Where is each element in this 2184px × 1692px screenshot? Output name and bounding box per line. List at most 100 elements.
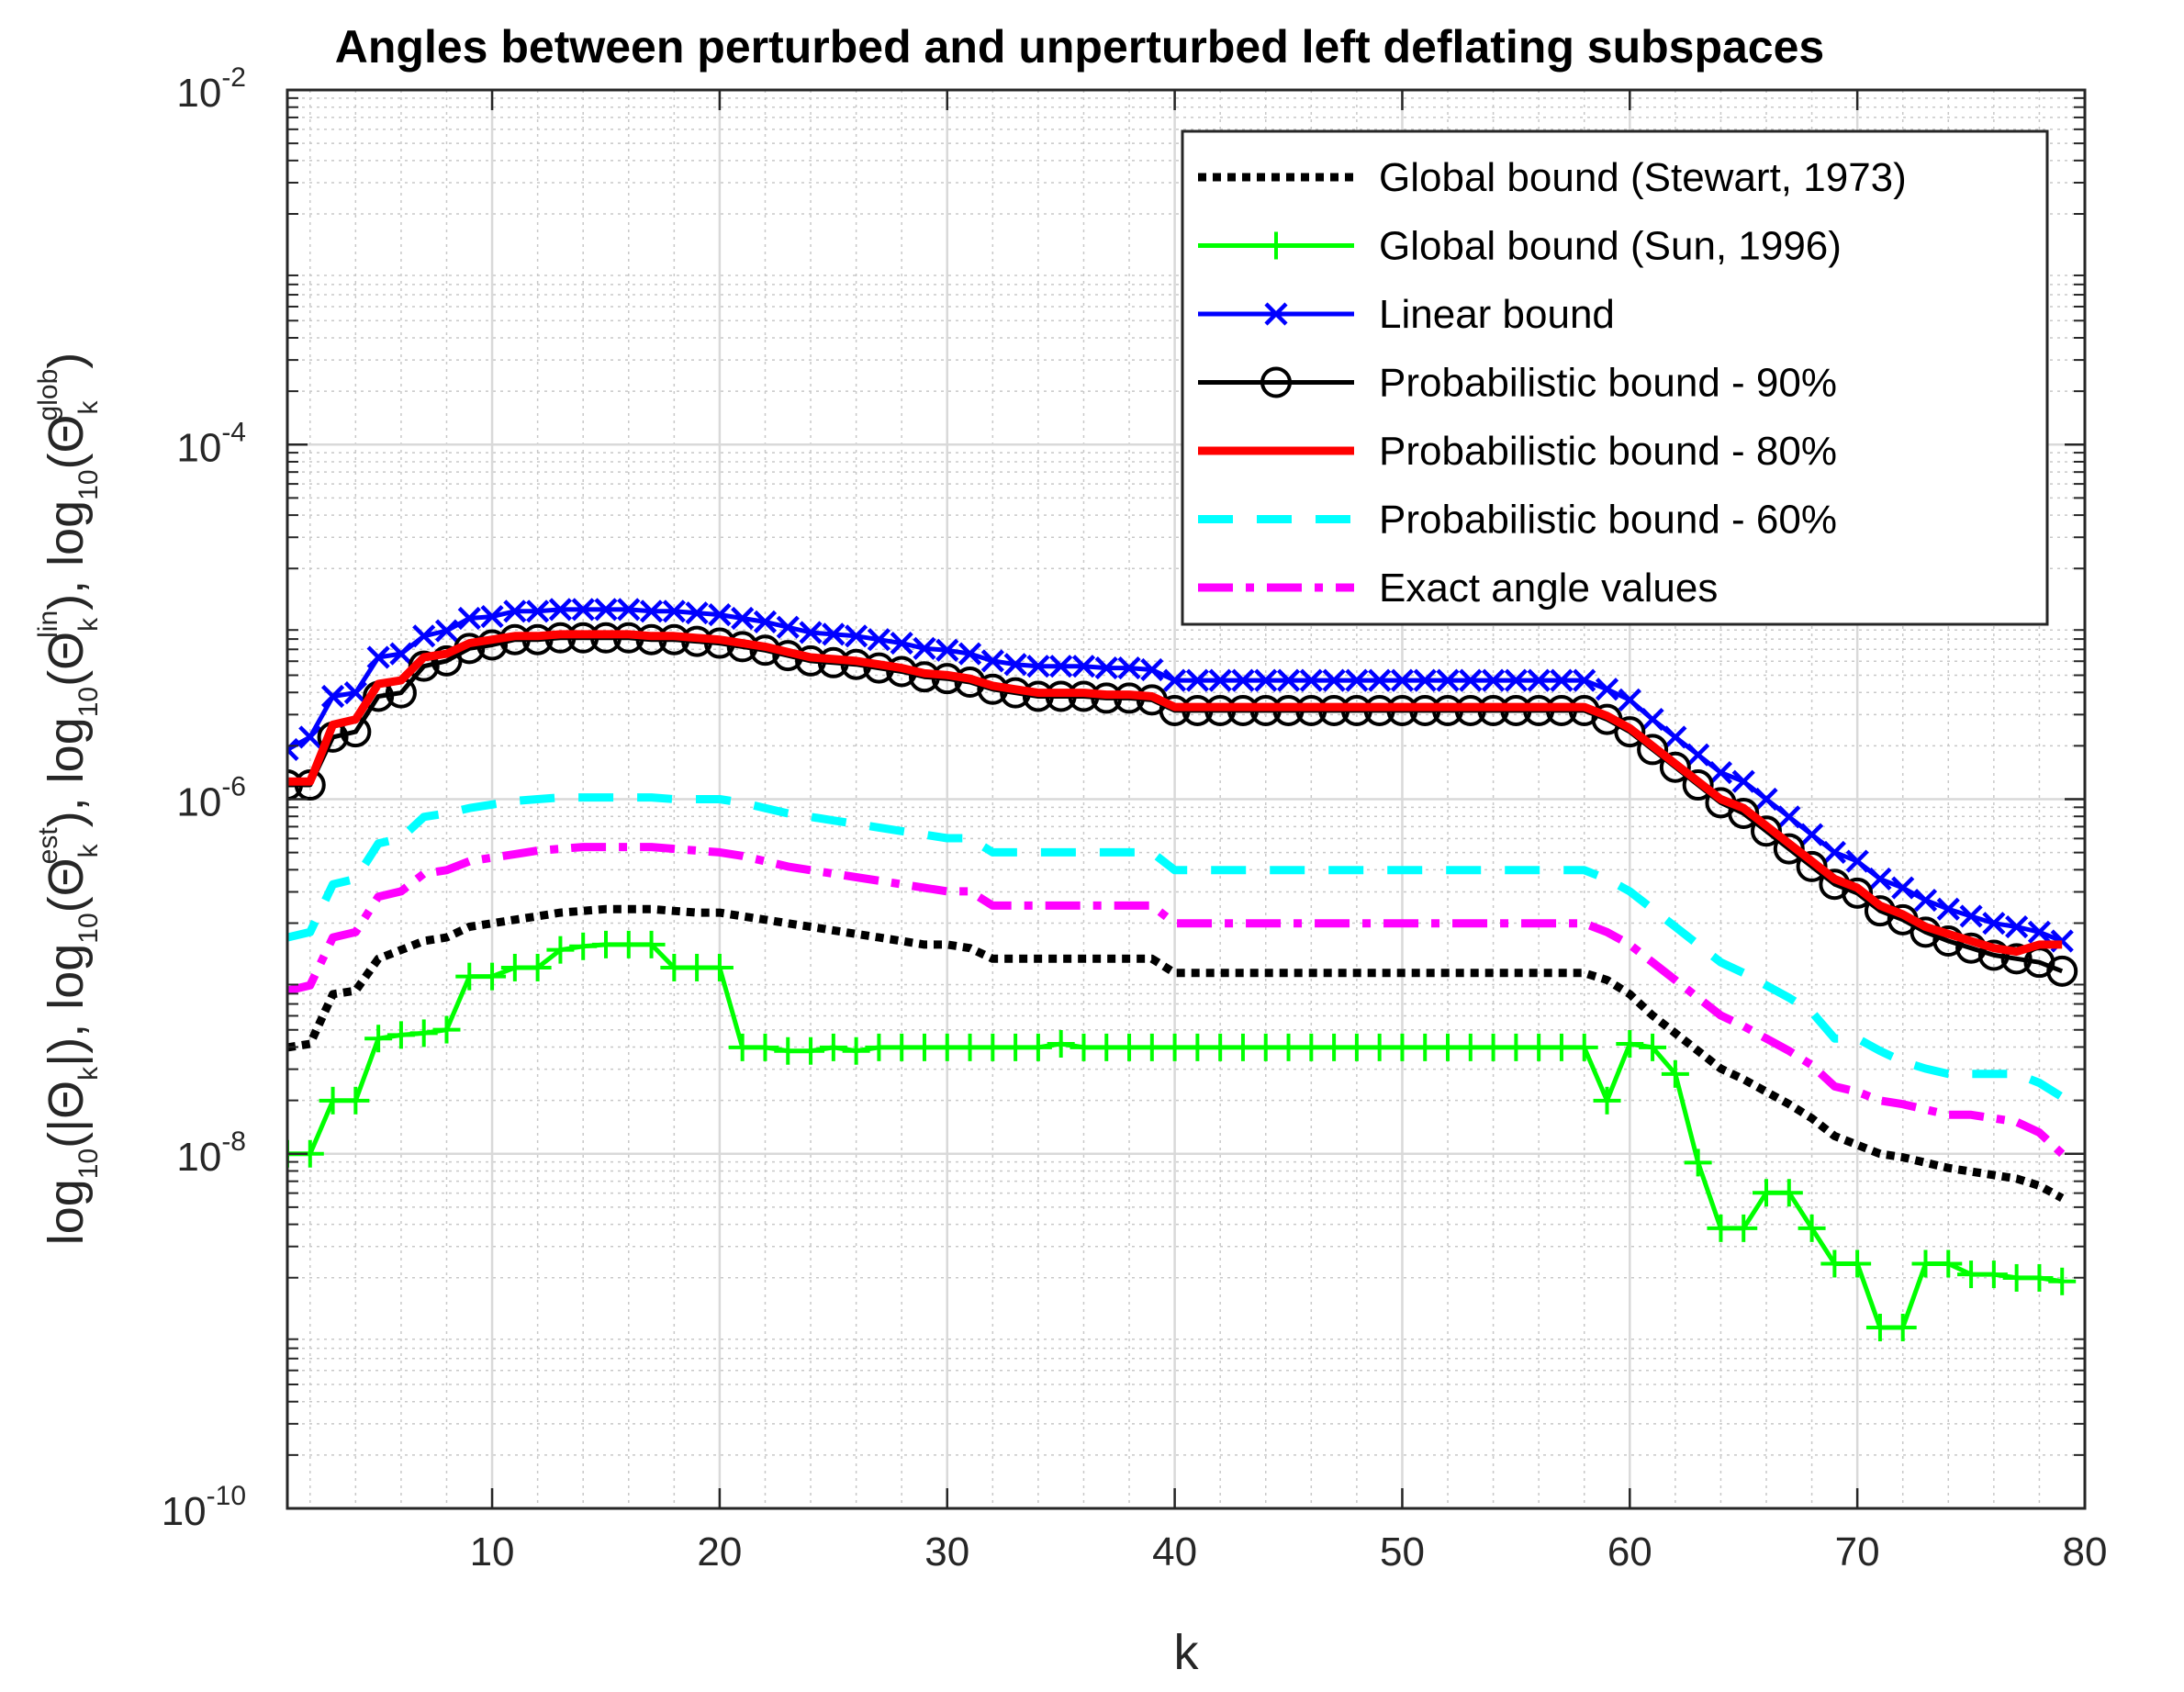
data-point (1299, 668, 1323, 692)
y-tick-base: 10 (162, 1489, 207, 1534)
series-line-probabilistic-bound-80 (287, 630, 2063, 957)
series-probabilistic-bound-80 (287, 630, 2063, 957)
data-point (1527, 668, 1551, 692)
data-point (1913, 888, 1938, 913)
y-tick-label: 10-4 (176, 417, 246, 470)
data-point (1773, 833, 1805, 865)
legend-item-exact-angle-values: Exact angle values (1198, 566, 1718, 611)
data-point (1936, 897, 1960, 921)
data-point (1413, 668, 1437, 692)
data-point (2005, 914, 2029, 939)
y-tick-label: 10-6 (176, 772, 246, 825)
legend-marker (1260, 366, 1292, 398)
data-point (1728, 797, 1760, 829)
data-point (1550, 668, 1574, 692)
data-point (1731, 769, 1755, 793)
data-point (434, 619, 459, 643)
data-point (2000, 943, 2033, 975)
series-line-exact-angle-values (287, 843, 2066, 1158)
series-linear-bound (287, 598, 2074, 953)
data-point (890, 631, 913, 656)
legend-item-linear-bound: Linear bound (1198, 292, 1615, 337)
data-point (320, 684, 345, 709)
legend-label: Probabilistic bound - 80% (1379, 429, 1837, 474)
data-point (1777, 805, 1801, 829)
legend-item-global-bound-stewart-1973: Global bound (Stewart, 1973) (1198, 155, 1907, 200)
legend-label: Probabilistic bound - 90% (1379, 361, 1837, 406)
data-point (1482, 668, 1506, 692)
y-tick-exponent: -2 (221, 62, 246, 93)
x-tick-label: 30 (924, 1530, 969, 1574)
data-point (1659, 751, 1691, 783)
data-point (1345, 668, 1369, 692)
x-tick-label: 70 (1835, 1530, 1880, 1574)
x-tick-labels: 10 20 30 40 50 60 70 80 (470, 1530, 2108, 1574)
data-point (594, 598, 618, 622)
data-point (753, 610, 778, 633)
data-point (1071, 655, 1096, 678)
legend: Global bound (Stewart, 1973) Global bound… (1181, 129, 2049, 626)
legend-label: Global bound (Stewart, 1973) (1379, 155, 1907, 200)
x-tick-label: 60 (1607, 1530, 1652, 1574)
data-point (1163, 668, 1187, 692)
data-point (1982, 912, 2006, 936)
data-point (480, 604, 504, 629)
data-point (1822, 840, 1846, 865)
y-tick-exponent: -4 (221, 417, 246, 447)
data-point (412, 624, 436, 648)
y-tick-label: 10-2 (176, 62, 246, 116)
x-tick-label: 40 (1152, 1530, 1197, 1574)
legend-label: Probabilistic bound - 60% (1379, 498, 1837, 543)
data-point (1842, 877, 1874, 909)
legend-item-global-bound-sun-1996: Global bound (Sun, 1996) (1198, 224, 1842, 269)
legend-label: Linear bound (1379, 292, 1615, 337)
data-point (1436, 668, 1460, 692)
data-point (1504, 668, 1528, 692)
data-point (1977, 939, 2010, 971)
series-exact-angle-values (287, 843, 2066, 1158)
data-point (639, 599, 664, 623)
data-point (913, 636, 936, 660)
data-point (1573, 668, 1596, 692)
data-point (366, 645, 390, 669)
data-point (776, 615, 800, 639)
legend-item-probabilistic-bound-60: Probabilistic bound - 60% (1198, 498, 1837, 543)
data-point (1026, 655, 1050, 678)
y-axis-label: log10(|Θk|), log10(Θkest), log10(Θklin),… (33, 353, 104, 1246)
y-tick-base: 10 (176, 425, 221, 470)
data-point (617, 598, 641, 622)
data-point (1959, 904, 1983, 928)
data-point (526, 599, 550, 623)
data-point (1322, 668, 1346, 692)
data-point (1368, 668, 1392, 692)
y-tick-base: 10 (176, 1135, 221, 1180)
y-tick-label: 10-8 (176, 1126, 246, 1180)
series-global-bound-sun-1996 (287, 930, 2077, 1342)
series-layer (287, 598, 2078, 1342)
data-point (1117, 656, 1141, 680)
data-point (1049, 655, 1073, 678)
data-point (298, 725, 322, 749)
legend-item-probabilistic-bound-80: Probabilistic bound - 80% (1198, 429, 1837, 474)
data-point (1845, 849, 1869, 873)
data-point (1003, 653, 1027, 677)
data-point (1891, 876, 1915, 900)
data-point (1140, 657, 1164, 682)
data-point (1094, 656, 1118, 680)
data-point (548, 598, 573, 622)
y-tick-base: 10 (176, 71, 221, 116)
data-point (958, 642, 982, 666)
data-point (867, 628, 890, 652)
data-point (2046, 955, 2078, 987)
data-point (980, 649, 1004, 673)
legend-box (1181, 129, 2049, 626)
legend-item-probabilistic-bound-90: Probabilistic bound - 90% (1198, 361, 1837, 406)
data-point (287, 737, 299, 753)
data-point (1254, 668, 1278, 692)
data-point (503, 599, 527, 623)
data-point (822, 622, 846, 646)
data-point (1208, 668, 1232, 692)
data-point (457, 606, 481, 631)
data-point (1708, 760, 1733, 785)
